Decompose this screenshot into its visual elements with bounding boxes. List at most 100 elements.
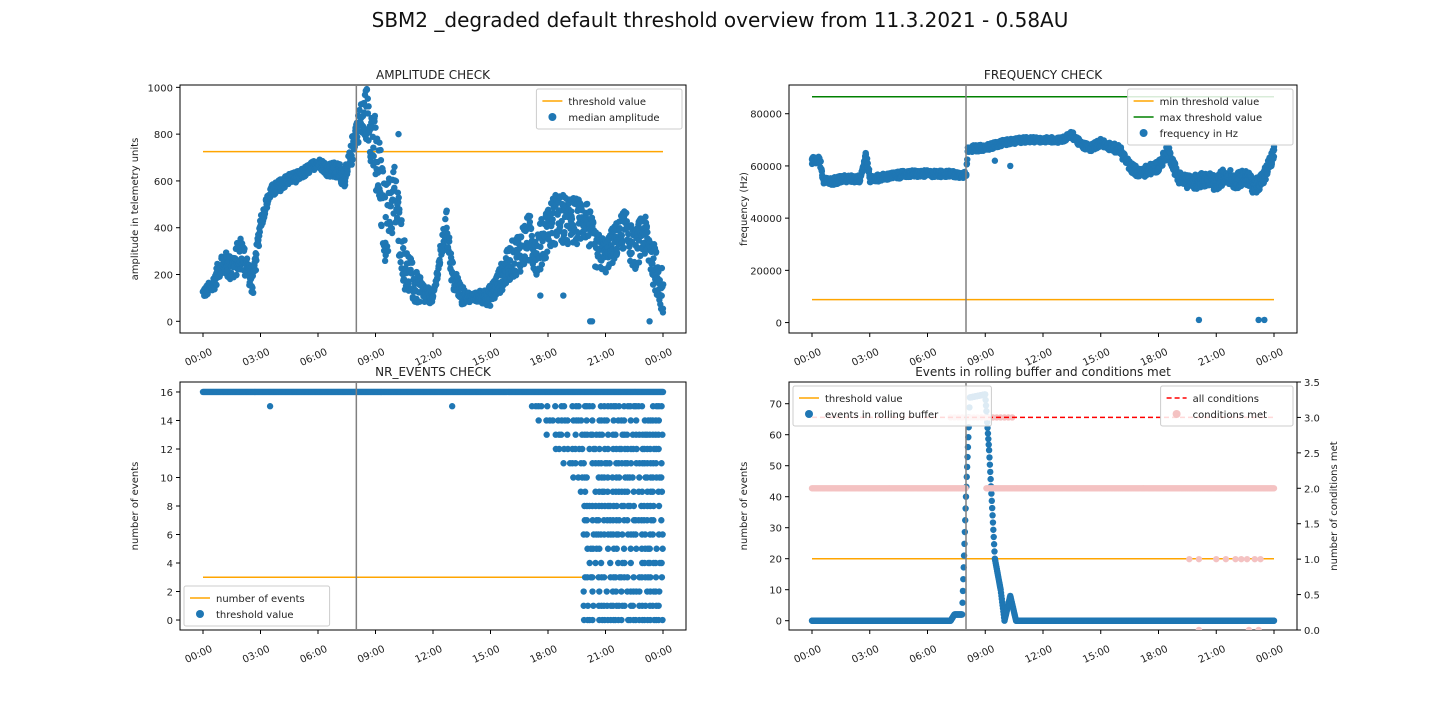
y-tick-label: 400 bbox=[154, 224, 173, 235]
x-tick-label: 00:00 bbox=[1254, 644, 1285, 666]
legend-marker-swatch bbox=[548, 113, 557, 121]
data-point bbox=[213, 281, 220, 289]
data-point bbox=[990, 526, 997, 533]
y-axis-label: number of events bbox=[739, 462, 750, 551]
data-point bbox=[615, 517, 623, 524]
data-point bbox=[596, 588, 603, 595]
data-point bbox=[253, 257, 260, 264]
data-point bbox=[365, 103, 372, 110]
data-point bbox=[649, 531, 657, 538]
data-point bbox=[499, 286, 506, 294]
data-point bbox=[655, 417, 663, 424]
data-point bbox=[655, 445, 662, 453]
y-tick-label: 40000 bbox=[750, 214, 782, 225]
y-right-tick-label: 3.5 bbox=[1304, 378, 1320, 389]
data-point bbox=[627, 417, 635, 424]
data-point bbox=[364, 95, 371, 102]
data-point bbox=[642, 602, 649, 609]
data-point bbox=[635, 259, 643, 266]
y-axis-label: frequency (Hz) bbox=[739, 172, 750, 246]
data-point bbox=[572, 431, 579, 438]
data-point bbox=[606, 460, 613, 467]
data-point bbox=[363, 86, 371, 93]
data-point bbox=[399, 244, 407, 252]
data-point bbox=[644, 229, 651, 236]
y-tick-label: 10 bbox=[769, 586, 782, 597]
legend-frame bbox=[1127, 88, 1294, 146]
legend-frame bbox=[183, 585, 331, 627]
data-point bbox=[1166, 149, 1174, 156]
legend-entry: median amplitude bbox=[568, 113, 659, 124]
data-point bbox=[658, 264, 666, 272]
y-tick-label: 10 bbox=[160, 473, 173, 484]
panel-rolling_buffer: Events in rolling buffer and conditions … bbox=[739, 365, 1340, 666]
data-point bbox=[552, 403, 559, 410]
data-point bbox=[603, 417, 611, 424]
data-point bbox=[377, 156, 385, 164]
data-point bbox=[349, 156, 356, 163]
data-point bbox=[586, 559, 593, 567]
data-point bbox=[642, 213, 649, 221]
data-point bbox=[1264, 170, 1271, 178]
y-tick-label: 0 bbox=[776, 319, 782, 330]
legend-entry: frequency in Hz bbox=[1160, 129, 1238, 140]
x-tick-label: 00:00 bbox=[183, 644, 214, 666]
data-point bbox=[1227, 166, 1234, 174]
data-point bbox=[416, 298, 423, 305]
data-point bbox=[817, 158, 824, 165]
data-point bbox=[443, 224, 450, 232]
data-point bbox=[590, 602, 597, 609]
data-point bbox=[961, 528, 969, 536]
data-point bbox=[398, 217, 405, 224]
x-tick-label: 00:00 bbox=[183, 347, 214, 369]
data-point bbox=[543, 431, 550, 438]
data-point bbox=[434, 271, 442, 278]
data-point bbox=[583, 200, 591, 208]
data-point bbox=[960, 575, 967, 583]
data-point bbox=[985, 447, 993, 454]
x-tick-label: 03:00 bbox=[241, 347, 272, 369]
x-tick-label: 00:00 bbox=[792, 347, 823, 369]
data-point bbox=[598, 431, 606, 438]
data-point bbox=[589, 574, 596, 581]
data-point bbox=[629, 602, 637, 609]
data-point bbox=[588, 318, 596, 325]
chart-title: Events in rolling buffer and conditions … bbox=[915, 365, 1171, 379]
legend-entry: max threshold value bbox=[1160, 113, 1263, 124]
data-point bbox=[630, 488, 637, 495]
data-point bbox=[535, 417, 542, 424]
data-point bbox=[633, 417, 640, 424]
x-tick-label: 21:00 bbox=[586, 644, 617, 666]
data-point bbox=[641, 531, 649, 538]
data-point bbox=[604, 474, 611, 481]
data-point bbox=[604, 488, 611, 495]
data-point bbox=[984, 430, 992, 437]
data-point bbox=[443, 207, 450, 214]
x-tick-label: 06:00 bbox=[908, 644, 939, 666]
data-point bbox=[578, 204, 585, 212]
data-point bbox=[583, 474, 590, 481]
data-point bbox=[1255, 316, 1262, 324]
data-point bbox=[658, 292, 665, 299]
chart-title: NR_EVENTS CHECK bbox=[375, 365, 492, 379]
data-point bbox=[630, 502, 638, 510]
data-point bbox=[652, 574, 660, 581]
data-point bbox=[383, 243, 391, 250]
x-tick-label: 12:00 bbox=[413, 644, 444, 666]
y-tick-label: 60 bbox=[769, 431, 782, 442]
data-point bbox=[391, 184, 398, 192]
data-point bbox=[627, 545, 634, 552]
data-point bbox=[381, 194, 389, 201]
data-point bbox=[405, 278, 412, 285]
data-point bbox=[583, 517, 591, 524]
y-right-tick-label: 1.0 bbox=[1304, 555, 1320, 566]
data-point bbox=[564, 417, 571, 424]
data-point bbox=[988, 504, 996, 512]
y-tick-label: 80000 bbox=[750, 110, 782, 121]
data-point bbox=[551, 241, 559, 248]
data-point bbox=[586, 209, 594, 216]
data-point bbox=[595, 517, 602, 524]
legend-frame bbox=[535, 88, 683, 130]
data-point bbox=[537, 243, 544, 251]
y-tick-label: 0 bbox=[167, 317, 173, 328]
